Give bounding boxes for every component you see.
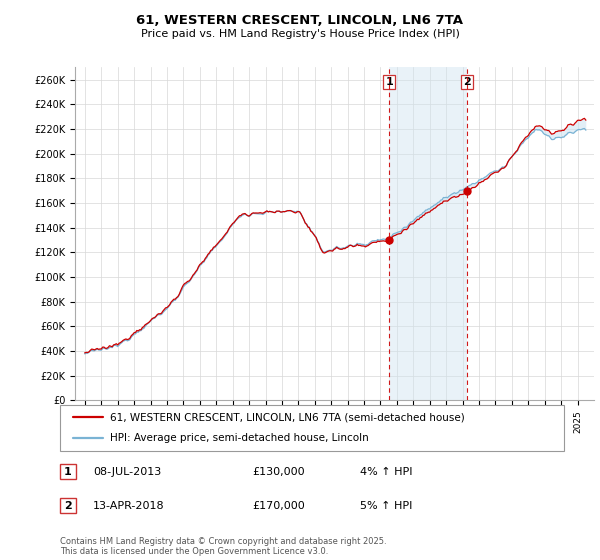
Text: 2: 2	[64, 501, 71, 511]
Text: 13-APR-2018: 13-APR-2018	[93, 501, 164, 511]
Text: HPI: Average price, semi-detached house, Lincoln: HPI: Average price, semi-detached house,…	[110, 433, 369, 444]
Text: 61, WESTERN CRESCENT, LINCOLN, LN6 7TA (semi-detached house): 61, WESTERN CRESCENT, LINCOLN, LN6 7TA (…	[110, 412, 465, 422]
Text: £130,000: £130,000	[252, 466, 305, 477]
Text: 08-JUL-2013: 08-JUL-2013	[93, 466, 161, 477]
Text: 4% ↑ HPI: 4% ↑ HPI	[360, 466, 413, 477]
Text: 1: 1	[64, 466, 71, 477]
Text: 1: 1	[386, 77, 393, 87]
Text: 61, WESTERN CRESCENT, LINCOLN, LN6 7TA: 61, WESTERN CRESCENT, LINCOLN, LN6 7TA	[137, 14, 464, 27]
Bar	[389, 67, 467, 400]
Text: £170,000: £170,000	[252, 501, 305, 511]
Text: 5% ↑ HPI: 5% ↑ HPI	[360, 501, 412, 511]
Text: 2: 2	[464, 77, 471, 87]
Text: Contains HM Land Registry data © Crown copyright and database right 2025.
This d: Contains HM Land Registry data © Crown c…	[60, 536, 386, 556]
Text: Price paid vs. HM Land Registry's House Price Index (HPI): Price paid vs. HM Land Registry's House …	[140, 29, 460, 39]
